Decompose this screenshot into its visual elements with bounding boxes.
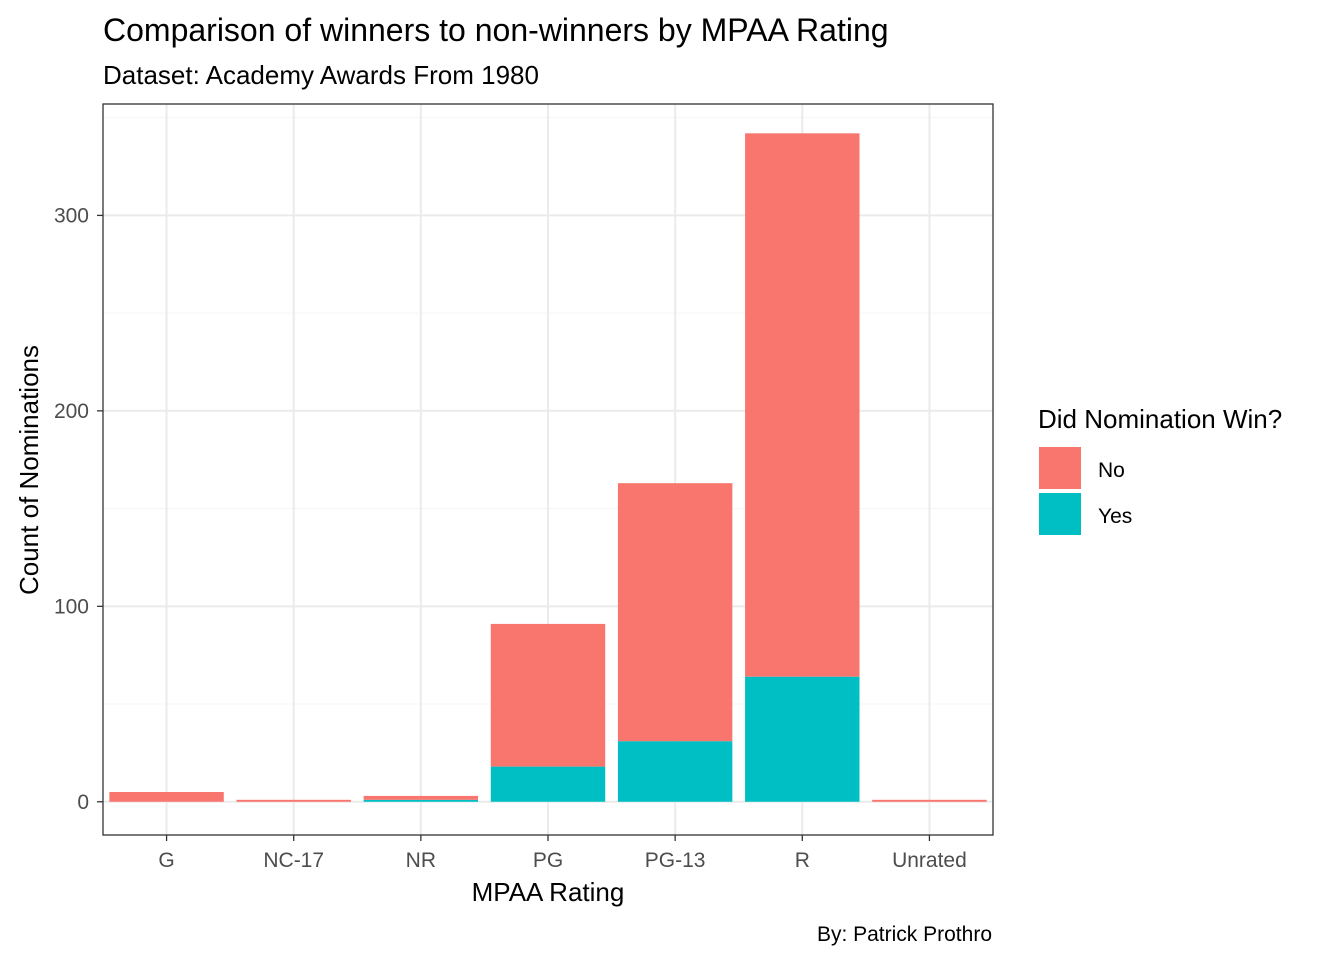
legend-label-no: No — [1098, 459, 1125, 482]
y-axis-label: Count of Nominations — [14, 345, 44, 595]
legend: Did Nomination Win? No Yes — [1038, 404, 1282, 535]
legend-label-yes: Yes — [1098, 505, 1132, 528]
y-axis: 0 100 200 300 — [54, 204, 103, 814]
x-axis: G NC-17 NR PG PG-13 R Unrated — [158, 835, 967, 872]
x-axis-label: MPAA Rating — [472, 877, 625, 907]
legend-key-no — [1039, 447, 1081, 489]
y-tick-label: 0 — [77, 791, 89, 814]
x-tick-label: Unrated — [892, 849, 967, 872]
chart-subtitle: Dataset: Academy Awards From 1980 — [103, 60, 539, 90]
bar-r-yes — [745, 676, 860, 802]
x-tick-label: R — [795, 849, 810, 872]
chart-caption: By: Patrick Prothro — [817, 923, 992, 946]
bar-nr-no — [363, 795, 479, 800]
bar-unrated-no — [872, 799, 987, 802]
y-tick-label: 200 — [54, 400, 89, 423]
bar-pg-13-no — [617, 483, 733, 742]
x-tick-label: NR — [406, 849, 436, 872]
bar-nc-17-no — [236, 799, 351, 802]
chart-title: Comparison of winners to non-winners by … — [103, 12, 889, 48]
bar-g-no — [109, 792, 224, 802]
x-tick-label: PG — [533, 849, 563, 872]
bar-pg-yes — [490, 766, 606, 802]
bar-nr-yes — [363, 799, 479, 802]
x-tick-label: NC-17 — [263, 849, 324, 872]
x-tick-label: PG-13 — [645, 849, 706, 872]
legend-title: Did Nomination Win? — [1038, 404, 1282, 434]
bar-pg-no — [490, 623, 606, 767]
x-tick-label: G — [158, 849, 174, 872]
bars — [109, 133, 987, 802]
legend-key-yes — [1039, 493, 1081, 535]
bar-r-no — [745, 133, 860, 677]
y-tick-label: 100 — [54, 595, 89, 618]
y-tick-label: 300 — [54, 204, 89, 227]
bar-pg-13-yes — [617, 741, 733, 802]
